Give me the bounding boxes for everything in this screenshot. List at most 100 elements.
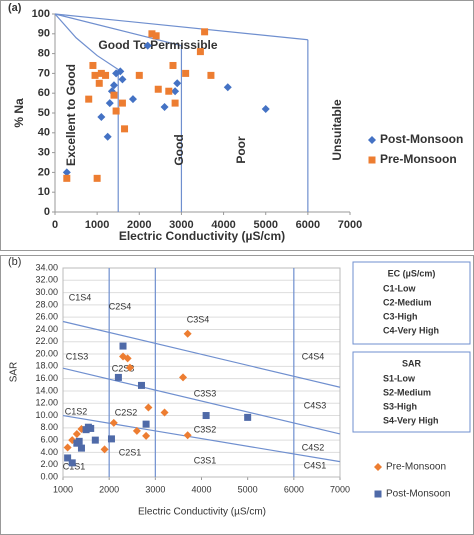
region-label: C4S3 — [304, 400, 327, 410]
y-tick-label: 30 — [38, 147, 50, 159]
y-tick-label: 34.00 — [35, 262, 58, 272]
point — [102, 71, 110, 79]
point — [182, 69, 190, 77]
point — [244, 413, 252, 421]
point — [148, 30, 156, 38]
region-label: C1S1 — [63, 461, 86, 471]
x-tick-label: 0 — [52, 219, 58, 231]
point — [169, 61, 177, 69]
legend-marker — [368, 156, 376, 164]
y-tick-label: 60 — [38, 87, 50, 99]
x-tick-label: 7000 — [338, 219, 362, 231]
point — [107, 435, 115, 443]
point — [261, 105, 270, 114]
legend-box — [352, 351, 471, 433]
legend-marker — [374, 490, 382, 498]
point — [142, 431, 151, 440]
x-tick-label: 4000 — [211, 219, 235, 231]
point — [110, 91, 118, 99]
legend-label: Post-Monsoon — [386, 489, 450, 500]
region-label: C4S2 — [302, 442, 325, 452]
legend-item: S2-Medium — [383, 387, 431, 397]
y-axis-title: SAR — [9, 362, 20, 383]
y-tick-label: 8.00 — [40, 422, 58, 432]
point — [196, 48, 204, 56]
point — [183, 431, 192, 440]
legend-label: Pre-Monsoon — [380, 152, 457, 166]
point — [114, 373, 122, 381]
point — [87, 424, 95, 432]
point — [93, 174, 101, 182]
y-tick-label: 0 — [44, 206, 50, 218]
point — [75, 437, 83, 445]
legend-item: C4-Very High — [383, 325, 439, 335]
region-label: C1S3 — [66, 351, 89, 361]
region-label: Poor — [234, 136, 248, 164]
point — [85, 95, 93, 103]
x-axis-title: Electric Conductivity (µS/cm) — [138, 507, 266, 518]
y-tick-label: 80 — [38, 48, 50, 60]
point — [68, 459, 76, 467]
point — [100, 445, 109, 454]
point — [125, 363, 134, 372]
point — [132, 426, 141, 435]
point — [183, 329, 192, 338]
panel-label: (b) — [8, 256, 21, 268]
panel-label: (a) — [8, 2, 22, 14]
y-tick-label: 30.00 — [35, 287, 58, 297]
legend-title: EC (µS/cm) — [388, 268, 436, 278]
region-label: C1S4 — [69, 292, 92, 302]
point — [152, 32, 160, 40]
y-tick-label: 24.00 — [35, 324, 58, 334]
boundary-line — [54, 13, 182, 47]
legend-marker — [374, 463, 382, 471]
x-tick-label: 5000 — [238, 484, 258, 494]
point — [173, 79, 182, 88]
region-label: Good To Permissible — [98, 38, 217, 52]
point — [63, 443, 72, 452]
point — [110, 81, 118, 90]
legend-marker — [368, 136, 376, 144]
point — [201, 28, 209, 36]
y-tick-label: 12.00 — [35, 398, 58, 408]
x-tick-label: 7000 — [330, 484, 350, 494]
region-label: C2S2 — [115, 407, 138, 417]
y-axis-title: % Na — [12, 98, 26, 128]
point — [171, 87, 180, 96]
boundary-line — [54, 13, 308, 41]
legend-item: C3-High — [383, 311, 418, 321]
point — [137, 381, 145, 389]
point — [95, 79, 103, 87]
point — [123, 354, 132, 363]
x-tick-label: 3000 — [145, 484, 165, 494]
y-tick-label: 0.00 — [40, 471, 58, 481]
region-label: C3S3 — [194, 388, 217, 398]
boundary-line — [54, 13, 119, 70]
y-tick-label: 4.00 — [40, 447, 58, 457]
point — [121, 125, 129, 133]
legend-item: C2-Medium — [383, 297, 432, 307]
point — [91, 71, 99, 79]
plot-frame — [62, 267, 341, 478]
region-label: C2S4 — [109, 301, 132, 311]
point — [119, 342, 127, 350]
x-tick-label: 2000 — [99, 484, 119, 494]
point — [118, 75, 127, 84]
y-tick-label: 40 — [38, 127, 50, 139]
point — [143, 41, 152, 50]
x-axis-title: Electric Conductivity (µS/cm) — [119, 229, 285, 243]
x-tick-label: 6000 — [284, 484, 304, 494]
point — [154, 85, 162, 93]
point — [160, 408, 169, 417]
point — [62, 168, 71, 177]
point — [105, 99, 114, 108]
y-tick-label: 20 — [38, 166, 50, 178]
y-tick-label: 14.00 — [35, 385, 58, 395]
point — [72, 429, 81, 438]
point — [135, 71, 143, 79]
point — [171, 99, 179, 107]
region-label: Unsuitable — [330, 99, 344, 161]
boundary-line — [62, 414, 341, 463]
x-tick-label: 1000 — [85, 219, 109, 231]
